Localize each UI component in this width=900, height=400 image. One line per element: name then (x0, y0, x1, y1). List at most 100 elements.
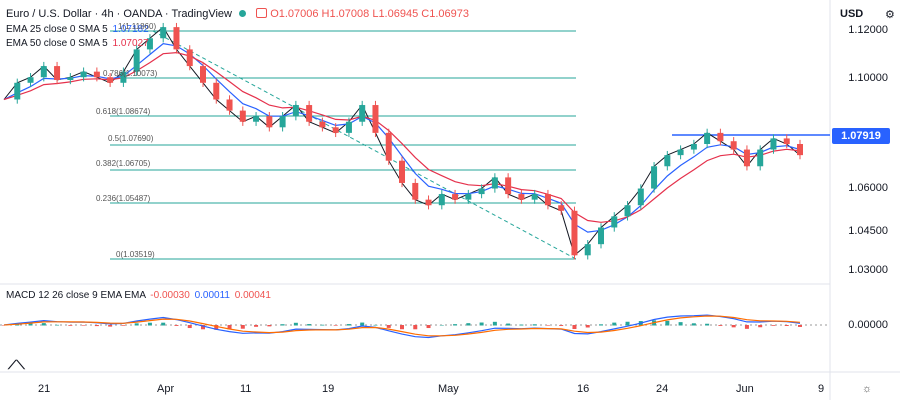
macd-histogram-bar (147, 322, 152, 326)
candle-body (783, 138, 790, 144)
macd-histogram-bar (798, 325, 802, 327)
candle-body (465, 194, 472, 200)
candle-body (637, 188, 644, 206)
macd-histogram-bar (625, 321, 630, 326)
candle-body (757, 149, 764, 167)
fib-label-0: 0(1.03519) (116, 250, 155, 259)
price-label: 1.06000 (848, 182, 888, 194)
candle-body (160, 27, 167, 39)
macd-histogram-bar (227, 325, 232, 330)
candle-body (372, 105, 379, 133)
symbol-legend[interactable]: Euro / U.S. Dollar · 4h · OANDA · Tradin… (6, 8, 469, 20)
macd-histogram-bar (784, 325, 789, 326)
macd-histogram-bar (439, 324, 444, 326)
candle-body (292, 105, 299, 117)
ema25-value: 1.07182 (112, 24, 149, 35)
macd-histogram-bar (346, 324, 351, 326)
candle-body (664, 155, 671, 167)
macd-histogram-bar (758, 325, 763, 328)
macd-histogram-bar (559, 325, 564, 326)
candle-body (385, 132, 392, 161)
macd-histogram-bar (731, 325, 736, 328)
candle-body (186, 49, 193, 67)
fib-label-1: 1(1.11860) (118, 22, 157, 31)
candle-body (200, 66, 206, 83)
macd-histogram-bar (333, 325, 338, 326)
macd-histogram-bar (174, 325, 179, 326)
macd-histogram-bar (572, 325, 577, 330)
candle-body (67, 77, 74, 80)
macd-histogram-bar (506, 323, 511, 326)
time-label: May (438, 383, 459, 395)
ema25-label: EMA 25 close 0 SMA 5 (6, 24, 108, 35)
macd-legend[interactable]: MACD 12 26 close 9 EMA EMA -0.00030 0.00… (6, 290, 271, 302)
time-label: Jun (736, 383, 754, 395)
macd-histogram-bar (665, 320, 670, 326)
candle-body (491, 177, 498, 189)
macd-histogram-bar (81, 325, 86, 326)
fib-label-05: 0.5(1.07690) (108, 134, 154, 143)
macd-histogram-bar (705, 323, 710, 326)
macd-histogram-bar (214, 325, 219, 330)
candle-body (438, 194, 445, 206)
macd-histogram-bar (386, 325, 391, 328)
macd-histogram-bar (691, 323, 696, 326)
flag-icon[interactable] (256, 8, 268, 18)
candles (14, 22, 803, 260)
candle-body (80, 71, 87, 78)
symbol-title[interactable]: Euro / U.S. Dollar · 4h · OANDA · Tradin… (6, 8, 232, 20)
ema25-legend[interactable]: EMA 25 close 0 SMA 5 1.07182 (6, 24, 149, 36)
candle-body (239, 110, 246, 122)
candle-body (611, 216, 618, 228)
fib-trend-line[interactable] (152, 30, 577, 260)
candle-body (651, 166, 658, 189)
currency-selector[interactable]: USD (840, 8, 864, 20)
axis-settings-icon[interactable]: ☼ (862, 383, 873, 395)
macd-histogram-bar (426, 325, 431, 329)
macd-histogram-bar (267, 325, 272, 327)
macd-histogram-bar (612, 322, 617, 326)
time-label: 9 (818, 383, 825, 395)
macd-histogram-bar (413, 325, 418, 330)
macd-histogram-bar (373, 324, 378, 326)
macd-histogram-bar (293, 322, 298, 326)
candle-body (40, 66, 47, 78)
candle-body (717, 132, 724, 142)
candle-body (107, 77, 114, 83)
macd-histogram-bar (2, 325, 6, 326)
macd-histogram-bar (320, 324, 325, 326)
macd-histogram-bar (201, 325, 205, 330)
candle-body (279, 116, 286, 128)
candle-body (133, 49, 140, 72)
candle-body (120, 71, 127, 83)
candle-body (332, 127, 339, 133)
macd-histogram-bar (771, 325, 776, 326)
candle-body (173, 27, 180, 50)
settings-gear-icon[interactable]: ⚙ (885, 9, 895, 21)
macd-histogram-bar (718, 325, 723, 326)
price-label: 1.10000 (848, 72, 888, 84)
macd-histogram-bar (134, 323, 139, 326)
macd-histogram-bar (545, 325, 550, 326)
candle-body (677, 149, 684, 156)
time-label: 24 (656, 383, 669, 395)
macd-histogram-bar (585, 325, 590, 328)
ema50-legend[interactable]: EMA 50 close 0 SMA 5 1.07027 (6, 38, 149, 50)
price-label: 1.03000 (848, 264, 888, 276)
macd-histogram-bar (280, 324, 285, 326)
tradingview-logo-icon[interactable]: ⟋⟍ (8, 358, 25, 372)
time-label: 19 (322, 383, 335, 395)
macd-histogram-bar (161, 322, 166, 326)
market-status-icon (239, 10, 247, 17)
candle-body (412, 182, 419, 200)
candle-body (505, 177, 512, 195)
macd-histogram (2, 320, 802, 330)
candle-body (558, 205, 565, 211)
candle-body (518, 194, 525, 200)
macd-histogram-bar (187, 325, 192, 329)
candle-body (345, 121, 352, 133)
macd-histogram-bar (240, 325, 245, 329)
candle-body (544, 194, 551, 206)
macd-line (3, 314, 801, 339)
